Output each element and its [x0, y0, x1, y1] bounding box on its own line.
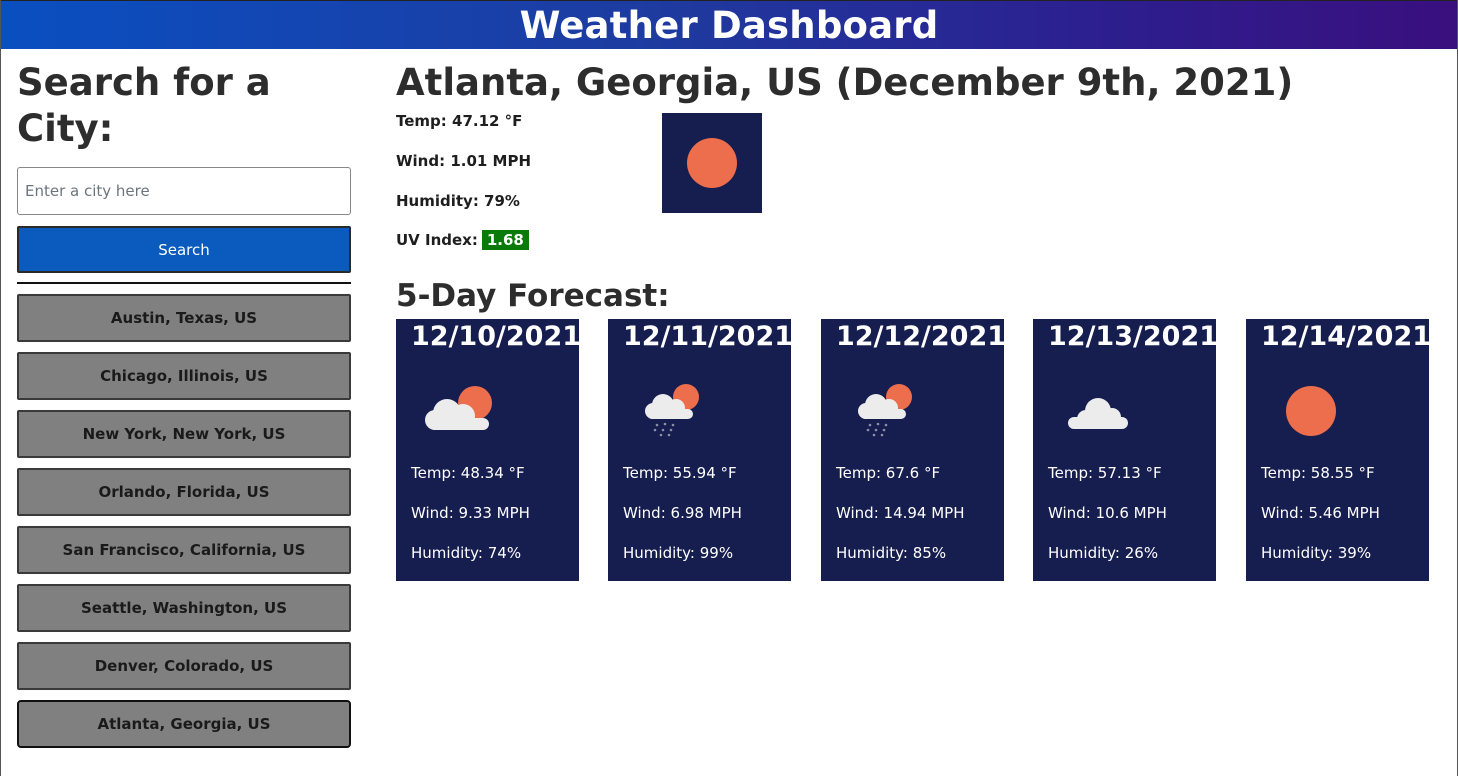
- current-wind: Wind: 1.01 MPH: [396, 152, 532, 170]
- current-uv: UV Index: 1.68: [396, 230, 529, 250]
- forecast-date: 12/10/2021: [411, 321, 582, 352]
- current-weather-panel: Temp: 47.12 °F Wind: 1.01 MPH Humidity: …: [396, 106, 1436, 266]
- forecast-humidity: Humidity: 85%: [836, 544, 947, 562]
- current-weather-icon-box: [662, 113, 762, 213]
- page-title: Weather Dashboard: [519, 3, 939, 47]
- forecast-temp: Temp: 67.6 °F: [836, 464, 941, 482]
- forecast-wind: Wind: 9.33 MPH: [411, 504, 530, 522]
- forecast-wind: Wind: 14.94 MPH: [836, 504, 965, 522]
- search-history-list: Austin, Texas, US Chicago, Illinois, US …: [17, 294, 351, 748]
- sidebar: Search for a City: Search Austin, Texas,…: [17, 60, 351, 758]
- forecast-date: 12/14/2021: [1261, 321, 1432, 352]
- sun-cloud-rain-icon: [645, 384, 699, 437]
- forecast-date: 12/11/2021: [623, 321, 794, 352]
- forecast-wind: Wind: 10.6 MPH: [1048, 504, 1167, 522]
- city-search-input[interactable]: [17, 167, 351, 215]
- search-button[interactable]: Search: [17, 226, 351, 273]
- history-button-denver[interactable]: Denver, Colorado, US: [17, 642, 351, 690]
- current-weather-title: Atlanta, Georgia, US (December 9th, 2021…: [396, 61, 1294, 104]
- divider: [17, 282, 351, 284]
- forecast-humidity: Humidity: 26%: [1048, 544, 1159, 562]
- forecast-humidity: Humidity: 39%: [1261, 544, 1372, 562]
- forecast-card: 12/11/2021 Temp: 55.94 °F: [608, 319, 794, 581]
- sun-cloud-rain-icon: [858, 384, 912, 437]
- search-heading: Search for a City:: [17, 61, 271, 150]
- history-button-austin[interactable]: Austin, Texas, US: [17, 294, 351, 342]
- history-button-chicago[interactable]: Chicago, Illinois, US: [17, 352, 351, 400]
- history-button-orlando[interactable]: Orlando, Florida, US: [17, 468, 351, 516]
- history-button-atlanta[interactable]: Atlanta, Georgia, US: [17, 700, 351, 748]
- history-button-new-york[interactable]: New York, New York, US: [17, 410, 351, 458]
- forecast-temp: Temp: 55.94 °F: [623, 464, 737, 482]
- uv-label: UV Index:: [396, 231, 478, 249]
- main-content: Atlanta, Georgia, US (December 9th, 2021…: [396, 60, 1436, 581]
- forecast-wind: Wind: 6.98 MPH: [623, 504, 742, 522]
- forecast-row: 12/10/2021 Temp: 48.34 °F Wind: 9.33 MPH…: [396, 319, 1432, 581]
- forecast-card: 12/13/2021 Temp: 57.13 °F Wind: 10.6 MPH…: [1033, 319, 1219, 581]
- forecast-wind: Wind: 5.46 MPH: [1261, 504, 1380, 522]
- forecast-temp: Temp: 58.55 °F: [1261, 464, 1375, 482]
- forecast-date: 12/12/2021: [836, 321, 1007, 352]
- clear-sun-icon: [687, 138, 737, 188]
- history-button-san-francisco[interactable]: San Francisco, California, US: [17, 526, 351, 574]
- app-header: Weather Dashboard: [1, 0, 1457, 49]
- forecast-card: 12/14/2021 Temp: 58.55 °F Wind: 5.46 MPH…: [1246, 319, 1432, 581]
- forecast-temp: Temp: 48.34 °F: [411, 464, 525, 482]
- clear-sun-icon: [1286, 386, 1336, 436]
- cloud-icon: [1068, 398, 1128, 429]
- uv-index-badge: 1.68: [481, 230, 529, 250]
- forecast-temp: Temp: 57.13 °F: [1048, 464, 1162, 482]
- history-button-seattle[interactable]: Seattle, Washington, US: [17, 584, 351, 632]
- forecast-date: 12/13/2021: [1048, 321, 1219, 352]
- forecast-heading: 5-Day Forecast:: [396, 278, 670, 314]
- current-humidity: Humidity: 79%: [396, 192, 520, 210]
- forecast-card: 12/12/2021 Temp: 67.6 °F: [821, 319, 1007, 581]
- current-temp: Temp: 47.12 °F: [396, 112, 523, 130]
- forecast-card: 12/10/2021 Temp: 48.34 °F Wind: 9.33 MPH…: [396, 319, 582, 581]
- forecast-humidity: Humidity: 99%: [623, 544, 734, 562]
- sun-behind-cloud-icon: [425, 386, 492, 430]
- forecast-humidity: Humidity: 74%: [411, 544, 522, 562]
